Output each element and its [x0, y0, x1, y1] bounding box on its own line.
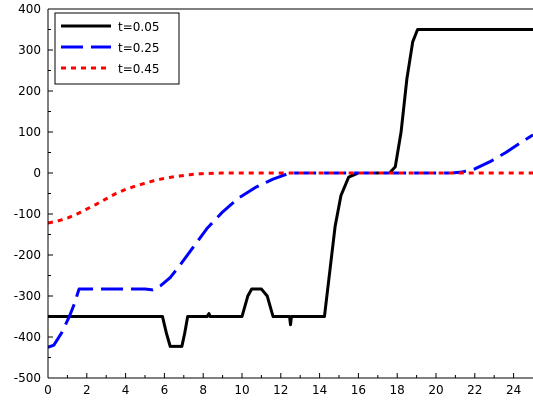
y-tick-label: -400 [14, 330, 41, 344]
series-line-2 [48, 133, 533, 349]
x-tick-label: 0 [44, 383, 52, 397]
x-tick-label: 20 [428, 383, 443, 397]
y-tick-label: 0 [33, 166, 41, 180]
x-tick-label: 8 [199, 383, 207, 397]
x-tick-label: 16 [351, 383, 366, 397]
y-tick-label: -500 [14, 371, 41, 385]
x-tick-label: 22 [467, 383, 482, 397]
x-tick-label: 6 [161, 383, 169, 397]
legend-label: t=0.25 [118, 41, 159, 55]
x-tick-label: 12 [273, 383, 288, 397]
legend-label: t=0.05 [118, 20, 159, 34]
axes: 0 2 4 6 8 10 12 14 16 18 20 22 24-500-400-300-200-10… [14, 2, 533, 397]
x-tick-label: 10 [234, 383, 249, 397]
y-tick-label: -200 [14, 248, 41, 262]
y-tick-label: -300 [14, 289, 41, 303]
series-line-1 [48, 28, 533, 348]
x-tick-label: 2 [83, 383, 91, 397]
y-tick-label: 300 [18, 43, 41, 57]
x-tick-label: 14 [312, 383, 327, 397]
x-tick-label: 4 [122, 383, 130, 397]
y-tick-label: -100 [14, 207, 41, 221]
x-tick-label: 18 [390, 383, 405, 397]
x-tick-label: 24 [506, 383, 521, 397]
plot-area [48, 28, 533, 349]
legend-label: t=0.45 [118, 62, 159, 76]
y-tick-label: 100 [18, 125, 41, 139]
legend: t=0.05 t=0.25 t=0.45 [54, 12, 180, 85]
y-tick-label: 200 [18, 84, 41, 98]
y-tick-label: 400 [18, 2, 41, 16]
series-line-3 [48, 171, 533, 225]
